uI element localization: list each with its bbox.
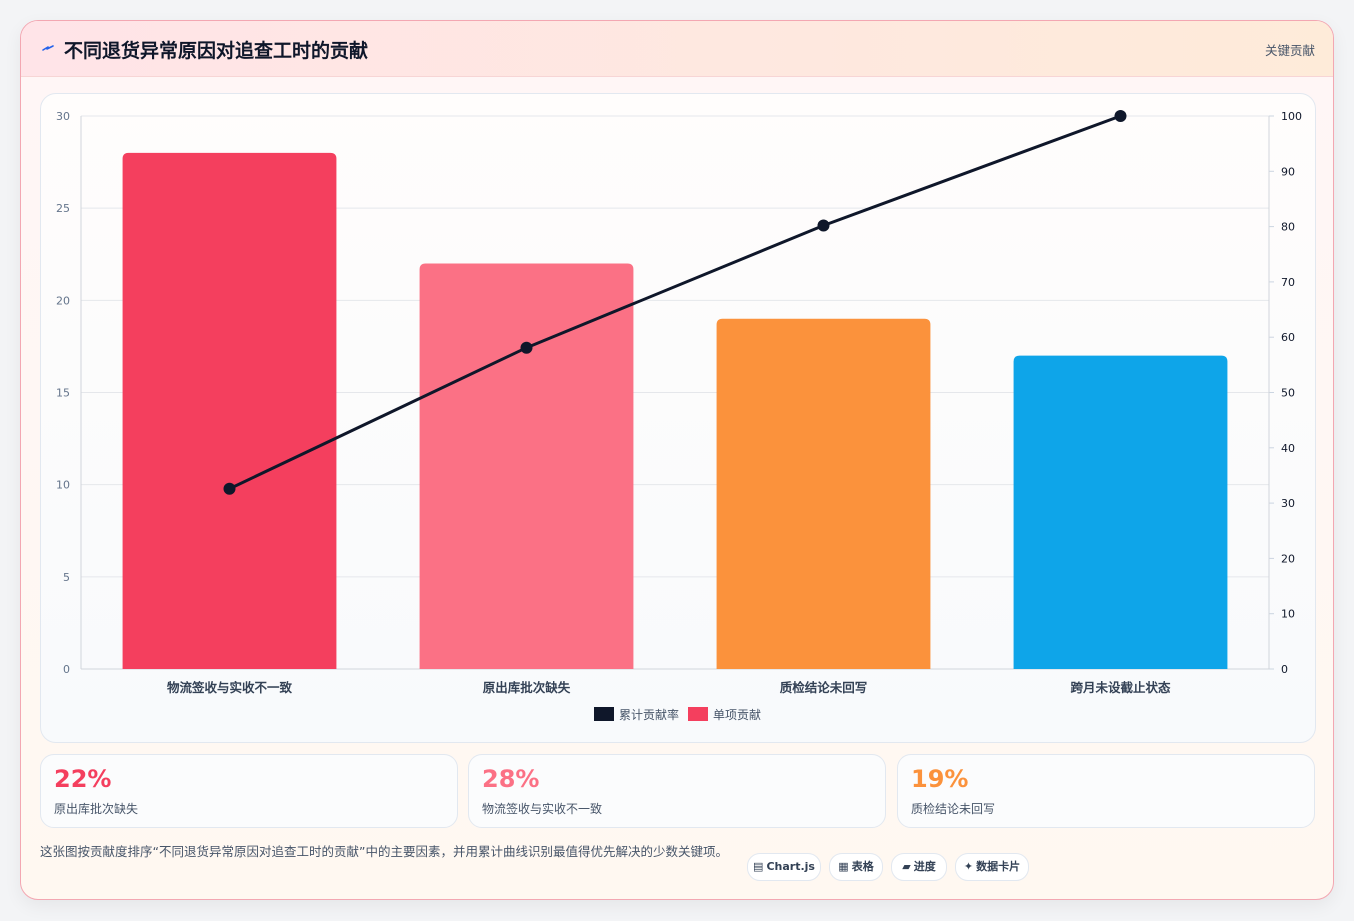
pareto-chart: 0 5 10 15 20 25 30 0 10 20 30 40 50 60 70 80 90 100 物流签收与实… xyxy=(56,110,1302,722)
legend-label: 累计贡献率 xyxy=(619,707,679,722)
stat-label: 物流签收与实收不一致 xyxy=(482,802,603,816)
chart-description: 这张图按贡献度排序“不同退货异常原因对追查工时的贡献”中的主要因素，并用累计曲线… xyxy=(40,844,728,859)
stat-value: 19% xyxy=(911,765,969,793)
y-left-tick-label: 20 xyxy=(56,294,70,307)
bar-3 xyxy=(716,318,931,669)
table-icon: ▦ xyxy=(838,860,849,873)
chart-panel: 0 5 10 15 20 25 30 0 10 20 30 40 50 60 70 80 90 100 物流签收与实… xyxy=(40,93,1316,743)
legend-label: 单项贡献 xyxy=(713,707,761,722)
y-left-tick-label: 10 xyxy=(56,479,70,492)
cumulative-line xyxy=(228,114,1122,491)
y-left-tick-label: 5 xyxy=(63,571,70,584)
y-right-tick-label: 10 xyxy=(1281,608,1295,621)
chip-label: 表格 xyxy=(851,860,874,873)
bar-4 xyxy=(1013,355,1228,669)
chip-progress[interactable]: ▰ 进度 xyxy=(891,853,947,881)
y-right-tick-label: 80 xyxy=(1281,221,1295,234)
stat-value: 22% xyxy=(54,765,112,793)
card-header: 不同退货异常原因对追查工时的贡献 关键贡献 xyxy=(21,21,1333,77)
progress-icon: ▰ xyxy=(902,860,911,873)
cumulative-point xyxy=(1114,110,1127,122)
bar-1 xyxy=(122,152,337,669)
y-right-tick-label: 100 xyxy=(1281,110,1302,123)
y-right-tick-label: 70 xyxy=(1281,276,1295,289)
legend-swatch xyxy=(594,707,614,721)
y-right-tick-label: 40 xyxy=(1281,442,1295,455)
chart-icon: ▤ xyxy=(753,860,764,873)
x-tick-label: 跨月未设截止状态 xyxy=(1070,680,1171,695)
y-left-tick-label: 25 xyxy=(56,202,70,215)
stat-value: 28% xyxy=(482,765,540,793)
stat-label: 原出库批次缺失 xyxy=(54,802,139,816)
x-tick-label: 质检结论未回写 xyxy=(780,680,868,695)
stat-card-2: 28% 物流签收与实收不一致 xyxy=(468,754,886,828)
y-left-tick-label: 15 xyxy=(56,387,70,400)
stat-card-3: 19% 质检结论未回写 xyxy=(897,754,1315,828)
sparkle-icon: ✦ xyxy=(963,860,974,873)
bolt-icon xyxy=(42,45,54,51)
stat-card-1: 22% 原出库批次缺失 xyxy=(40,754,458,828)
legend-swatch xyxy=(688,707,708,721)
y-right-tick-label: 20 xyxy=(1281,552,1295,565)
cumulative-point xyxy=(817,219,830,232)
x-tick-label: 物流签收与实收不一致 xyxy=(167,680,293,695)
y-right-tick-label: 30 xyxy=(1281,497,1295,510)
chip-label: Chart.js xyxy=(766,860,815,873)
x-tick-label: 原出库批次缺失 xyxy=(483,680,571,695)
y-right-tick-label: 60 xyxy=(1281,331,1295,344)
y-left-tick-label: 30 xyxy=(56,110,70,123)
chip-data-card[interactable]: ✦ 数据卡片 xyxy=(955,853,1029,881)
cumulative-point xyxy=(223,482,236,495)
y-right-tick-label: 0 xyxy=(1281,663,1288,676)
bar-2 xyxy=(419,263,634,669)
chip-label: 进度 xyxy=(913,860,936,873)
chart-title: 不同退货异常原因对追查工时的贡献 xyxy=(64,40,369,62)
chip-chartjs[interactable]: ▤ Chart.js xyxy=(747,853,821,881)
y-right-tick-label: 90 xyxy=(1281,165,1295,178)
cumulative-point xyxy=(520,341,533,354)
chart-card: 不同退货异常原因对追查工时的贡献 关键贡献 0 5 10 15 20 25 30 0 10 20 3… xyxy=(20,20,1334,900)
stat-label: 质检结论未回写 xyxy=(911,802,996,816)
y-right-tick-label: 50 xyxy=(1281,387,1295,400)
y-left-tick-label: 0 xyxy=(63,663,70,676)
chip-table[interactable]: ▦ 表格 xyxy=(829,853,883,881)
chip-label: 数据卡片 xyxy=(976,860,1021,873)
key-contribution-tag: 关键贡献 xyxy=(1264,43,1315,58)
